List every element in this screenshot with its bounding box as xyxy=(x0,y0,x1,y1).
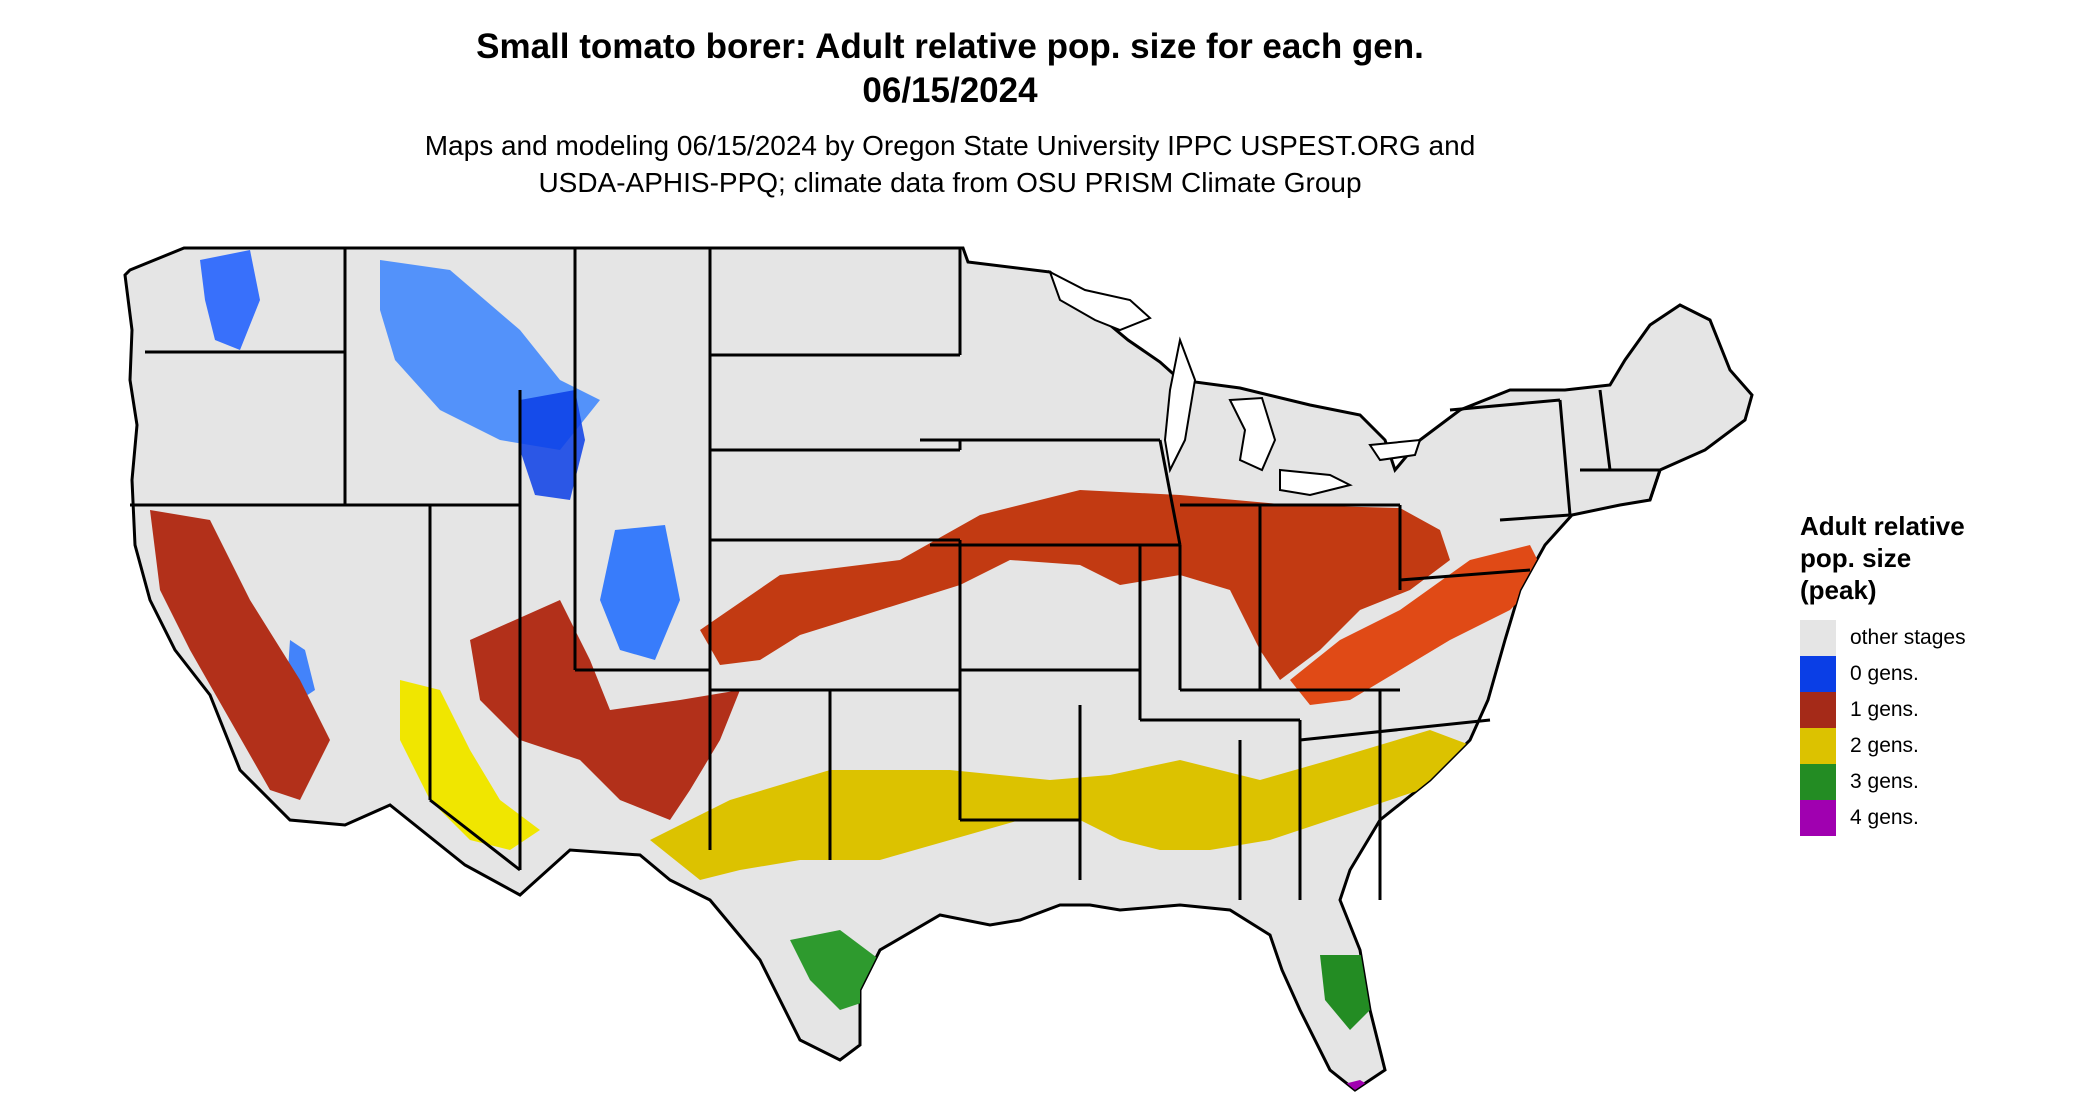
legend-swatch xyxy=(1800,728,1836,764)
land-base xyxy=(123,246,1754,1092)
legend-swatch xyxy=(1800,800,1836,836)
legend-item-1-gens: 1 gens. xyxy=(1800,692,2090,728)
zone-0-gens-cascades xyxy=(200,250,260,350)
map-date: 06/15/2024 xyxy=(862,71,1038,110)
legend-swatch xyxy=(1800,764,1836,800)
zone-3-gens-florida xyxy=(1320,955,1370,1030)
legend-label: 0 gens. xyxy=(1850,662,1919,685)
legend-item-3-gens: 3 gens. xyxy=(1800,764,2090,800)
zone-2-gens-southern-band xyxy=(650,730,1470,880)
map-credit-line-1: Maps and modeling 06/15/2024 by Oregon S… xyxy=(424,130,1476,161)
legend-swatch xyxy=(1800,692,1836,728)
legend-label: other stages xyxy=(1850,626,1966,649)
legend-item-0-gens: 0 gens. xyxy=(1800,656,2090,692)
legend-swatch xyxy=(1800,656,1836,692)
legend-label: 1 gens. xyxy=(1850,698,1919,721)
zone-0-gens-wyoming xyxy=(520,390,585,500)
generation-zones xyxy=(150,250,1545,1090)
legend-item-2-gens: 2 gens. xyxy=(1800,728,2090,764)
zone-4-gens-florida-keys xyxy=(1320,1080,1380,1090)
zone-2-gens-arizona xyxy=(400,680,540,850)
legend-swatch xyxy=(1800,620,1836,656)
legend-item-4-gens: 4 gens. xyxy=(1800,800,2090,836)
map-title: Small tomato borer: Adult relative pop. … xyxy=(476,27,1424,66)
us-map xyxy=(123,246,1754,1092)
legend-title-line-2: pop. size xyxy=(1800,543,1912,573)
great-lakes xyxy=(1048,269,1422,497)
legend-item-other-stages: other stages xyxy=(1800,620,2090,656)
border-east-tier xyxy=(1140,503,1531,900)
legend-label: 4 gens. xyxy=(1850,806,1919,829)
zone-3-gens-south-texas xyxy=(790,930,880,1010)
border-plains-tier xyxy=(708,248,962,860)
border-northeast xyxy=(1449,389,1662,522)
legend-label: 2 gens. xyxy=(1850,734,1919,757)
zone-0-gens-colorado xyxy=(600,525,680,660)
border-west-tier xyxy=(130,248,962,872)
map-credit-line-2: USDA-APHIS-PPQ; climate data from OSU PR… xyxy=(538,167,1362,198)
border-central-tier xyxy=(920,438,1182,880)
zone-1-gens-california xyxy=(150,510,330,800)
legend-label: 3 gens. xyxy=(1850,770,1919,793)
legend: Adult relative pop. size (peak) other st… xyxy=(1800,510,2090,836)
us-landmass xyxy=(123,246,1754,1092)
zone-1-gens-midwest-band xyxy=(700,490,1450,680)
state-borders xyxy=(130,248,1662,900)
legend-title-line-3: (peak) xyxy=(1800,575,1877,605)
legend-title-line-1: Adult relative xyxy=(1800,511,1965,541)
zone-1-gens-southwest xyxy=(470,600,740,820)
zone-1-gens-appalachia xyxy=(1290,545,1545,705)
